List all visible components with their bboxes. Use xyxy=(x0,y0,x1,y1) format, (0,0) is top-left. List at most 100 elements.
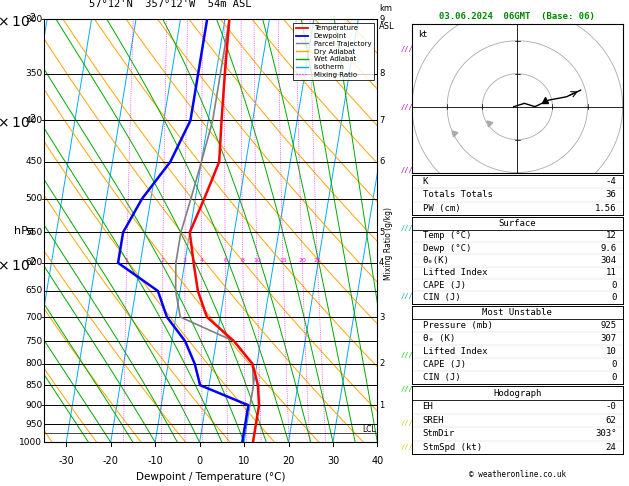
Text: ///: /// xyxy=(401,294,413,299)
Text: 11: 11 xyxy=(606,268,616,278)
Text: ///: /// xyxy=(401,46,413,52)
Text: -10: -10 xyxy=(147,456,163,466)
Text: θₑ (K): θₑ (K) xyxy=(423,334,455,343)
Text: ///: /// xyxy=(401,444,413,450)
Text: ///: /// xyxy=(401,167,413,173)
Text: 303°: 303° xyxy=(595,430,616,438)
Text: 0: 0 xyxy=(196,456,203,466)
Text: -20: -20 xyxy=(103,456,119,466)
Text: 10: 10 xyxy=(238,456,250,466)
Text: Lifted Index: Lifted Index xyxy=(423,268,487,278)
Text: 1000: 1000 xyxy=(19,438,42,447)
Text: PW (cm): PW (cm) xyxy=(423,204,460,213)
Text: 5: 5 xyxy=(379,228,384,237)
Text: -0: -0 xyxy=(606,402,616,411)
Text: 0: 0 xyxy=(611,360,616,369)
Text: 40: 40 xyxy=(371,456,384,466)
Text: 550: 550 xyxy=(25,228,42,237)
Text: 925: 925 xyxy=(600,321,616,330)
Text: 9: 9 xyxy=(379,15,384,24)
Text: 350: 350 xyxy=(25,69,42,78)
Text: 7: 7 xyxy=(379,116,384,125)
Text: EH: EH xyxy=(423,402,433,411)
Text: kt: kt xyxy=(418,30,427,39)
Text: CIN (J): CIN (J) xyxy=(423,293,460,302)
Text: 25: 25 xyxy=(314,258,321,263)
Text: 24: 24 xyxy=(606,443,616,452)
Text: 300: 300 xyxy=(25,15,42,24)
Text: 1.56: 1.56 xyxy=(595,204,616,213)
Text: hPa: hPa xyxy=(14,226,34,236)
Text: 450: 450 xyxy=(25,157,42,166)
Text: Hodograph: Hodograph xyxy=(493,389,542,398)
Text: SREH: SREH xyxy=(423,416,444,425)
Text: 307: 307 xyxy=(600,334,616,343)
Text: 20: 20 xyxy=(298,258,306,263)
Legend: Temperature, Dewpoint, Parcel Trajectory, Dry Adiabat, Wet Adiabat, Isotherm, Mi: Temperature, Dewpoint, Parcel Trajectory… xyxy=(293,23,374,80)
Text: ///: /// xyxy=(401,226,413,231)
Text: 10: 10 xyxy=(606,347,616,356)
Text: 20: 20 xyxy=(282,456,295,466)
Text: 12: 12 xyxy=(606,231,616,240)
Text: 3: 3 xyxy=(379,312,384,322)
Text: -4: -4 xyxy=(606,177,616,186)
Text: 36: 36 xyxy=(606,191,616,199)
Text: 700: 700 xyxy=(25,312,42,322)
Text: © weatheronline.co.uk: © weatheronline.co.uk xyxy=(469,469,566,479)
Text: StmSpd (kt): StmSpd (kt) xyxy=(423,443,482,452)
Text: 6: 6 xyxy=(379,157,384,166)
Text: ///: /// xyxy=(401,420,413,426)
Text: 1: 1 xyxy=(379,401,384,410)
Text: LCL: LCL xyxy=(362,425,376,434)
Text: CAPE (J): CAPE (J) xyxy=(423,360,465,369)
Text: 3: 3 xyxy=(183,258,187,263)
Text: 8: 8 xyxy=(379,69,384,78)
Text: Mixing Ratio (g/kg): Mixing Ratio (g/kg) xyxy=(384,207,393,279)
Text: 6: 6 xyxy=(223,258,227,263)
Text: 57°12'N  357°12'W  54m ASL: 57°12'N 357°12'W 54m ASL xyxy=(89,0,252,9)
Text: θₑ(K): θₑ(K) xyxy=(423,256,449,265)
Text: ///: /// xyxy=(401,104,413,110)
Text: Totals Totals: Totals Totals xyxy=(423,191,493,199)
Text: -30: -30 xyxy=(58,456,74,466)
Text: Lifted Index: Lifted Index xyxy=(423,347,487,356)
Text: 800: 800 xyxy=(25,359,42,368)
Text: 62: 62 xyxy=(606,416,616,425)
Text: 4: 4 xyxy=(379,259,384,267)
Text: 03.06.2024  06GMT  (Base: 06): 03.06.2024 06GMT (Base: 06) xyxy=(440,12,595,21)
Text: 10: 10 xyxy=(253,258,261,263)
Text: 8: 8 xyxy=(241,258,245,263)
Text: StmDir: StmDir xyxy=(423,430,455,438)
Text: CAPE (J): CAPE (J) xyxy=(423,281,465,290)
Text: Most Unstable: Most Unstable xyxy=(482,308,552,317)
Text: km: km xyxy=(379,4,392,13)
Text: Temp (°C): Temp (°C) xyxy=(423,231,471,240)
Text: 650: 650 xyxy=(25,286,42,295)
Text: 0: 0 xyxy=(611,281,616,290)
Text: 950: 950 xyxy=(25,420,42,429)
Text: 2: 2 xyxy=(160,258,165,263)
Text: 9.6: 9.6 xyxy=(600,243,616,253)
Text: 0: 0 xyxy=(611,373,616,382)
Text: 500: 500 xyxy=(25,194,42,203)
Text: CIN (J): CIN (J) xyxy=(423,373,460,382)
Text: Pressure (mb): Pressure (mb) xyxy=(423,321,493,330)
Text: 600: 600 xyxy=(25,259,42,267)
Text: 4: 4 xyxy=(199,258,203,263)
Text: 750: 750 xyxy=(25,337,42,346)
Text: ASL: ASL xyxy=(379,21,394,31)
Text: 2: 2 xyxy=(379,359,384,368)
Text: 15: 15 xyxy=(279,258,287,263)
Text: 1: 1 xyxy=(125,258,129,263)
Text: 900: 900 xyxy=(25,401,42,410)
Text: 30: 30 xyxy=(327,456,339,466)
Text: ///: /// xyxy=(401,386,413,392)
Text: Surface: Surface xyxy=(499,219,536,228)
Text: 400: 400 xyxy=(25,116,42,125)
Text: K: K xyxy=(423,177,428,186)
Text: Dewp (°C): Dewp (°C) xyxy=(423,243,471,253)
Text: ///: /// xyxy=(401,352,413,358)
Text: Dewpoint / Temperature (°C): Dewpoint / Temperature (°C) xyxy=(136,472,286,482)
Text: 304: 304 xyxy=(600,256,616,265)
Text: 0: 0 xyxy=(611,293,616,302)
